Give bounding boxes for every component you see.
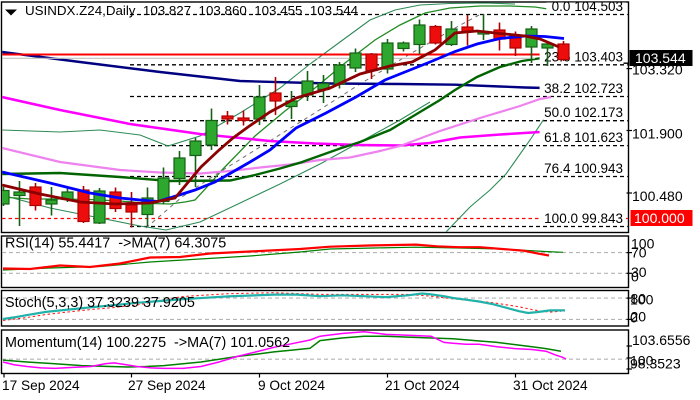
svg-text:21 Oct 2024: 21 Oct 2024	[385, 378, 460, 393]
svg-text:100: 100	[630, 353, 654, 369]
svg-text:9 Oct 2024: 9 Oct 2024	[258, 378, 325, 393]
svg-text:31 Oct 2024: 31 Oct 2024	[513, 378, 588, 393]
svg-text:50.0 102.173: 50.0 102.173	[544, 105, 623, 120]
svg-text:17 Sep 2024: 17 Sep 2024	[2, 378, 80, 393]
svg-text:80: 80	[631, 290, 647, 306]
svg-text:38.2 102.723: 38.2 102.723	[544, 81, 623, 96]
svg-text:70: 70	[631, 245, 647, 261]
svg-text:100.480: 100.480	[632, 188, 683, 204]
svg-text:61.8 101.623: 61.8 101.623	[544, 130, 623, 145]
svg-text:Stoch(5,3,3) 37.3239 37.9205: Stoch(5,3,3) 37.3239 37.9205	[5, 295, 195, 311]
svg-text:100.0 99.843: 100.0 99.843	[544, 211, 623, 226]
svg-text:101.900: 101.900	[632, 125, 683, 141]
svg-text:30: 30	[631, 264, 647, 280]
svg-text:98.3523: 98.3523	[630, 356, 681, 372]
svg-text:USINDX.Z24,Daily 103.827 103: USINDX.Z24,Daily 103.827 103.860 103.455…	[25, 3, 359, 18]
svg-text:100: 100	[631, 235, 655, 251]
svg-text:20: 20	[631, 309, 647, 325]
svg-text:0.0 104.503: 0.0 104.503	[552, 0, 623, 14]
svg-text:0: 0	[631, 269, 639, 285]
svg-text:76.4 100.943: 76.4 100.943	[544, 161, 623, 176]
svg-text:100.000: 100.000	[634, 210, 685, 226]
svg-text:103.6556: 103.6556	[632, 332, 691, 348]
svg-text:Momentum(14) 100.2275 ->MA(7): Momentum(14) 100.2275 ->MA(7) 101.0562	[5, 335, 290, 351]
svg-text:27 Sep 2024: 27 Sep 2024	[128, 378, 206, 393]
svg-text:0: 0	[630, 309, 638, 325]
svg-text:23.6 103.403: 23.6 103.403	[544, 49, 623, 64]
svg-text:103.544: 103.544	[635, 50, 686, 66]
svg-text:100: 100	[630, 291, 654, 307]
svg-text:RSI(14) 55.4417 ->MA(7) 64.30: RSI(14) 55.4417 ->MA(7) 64.3075	[5, 236, 226, 252]
